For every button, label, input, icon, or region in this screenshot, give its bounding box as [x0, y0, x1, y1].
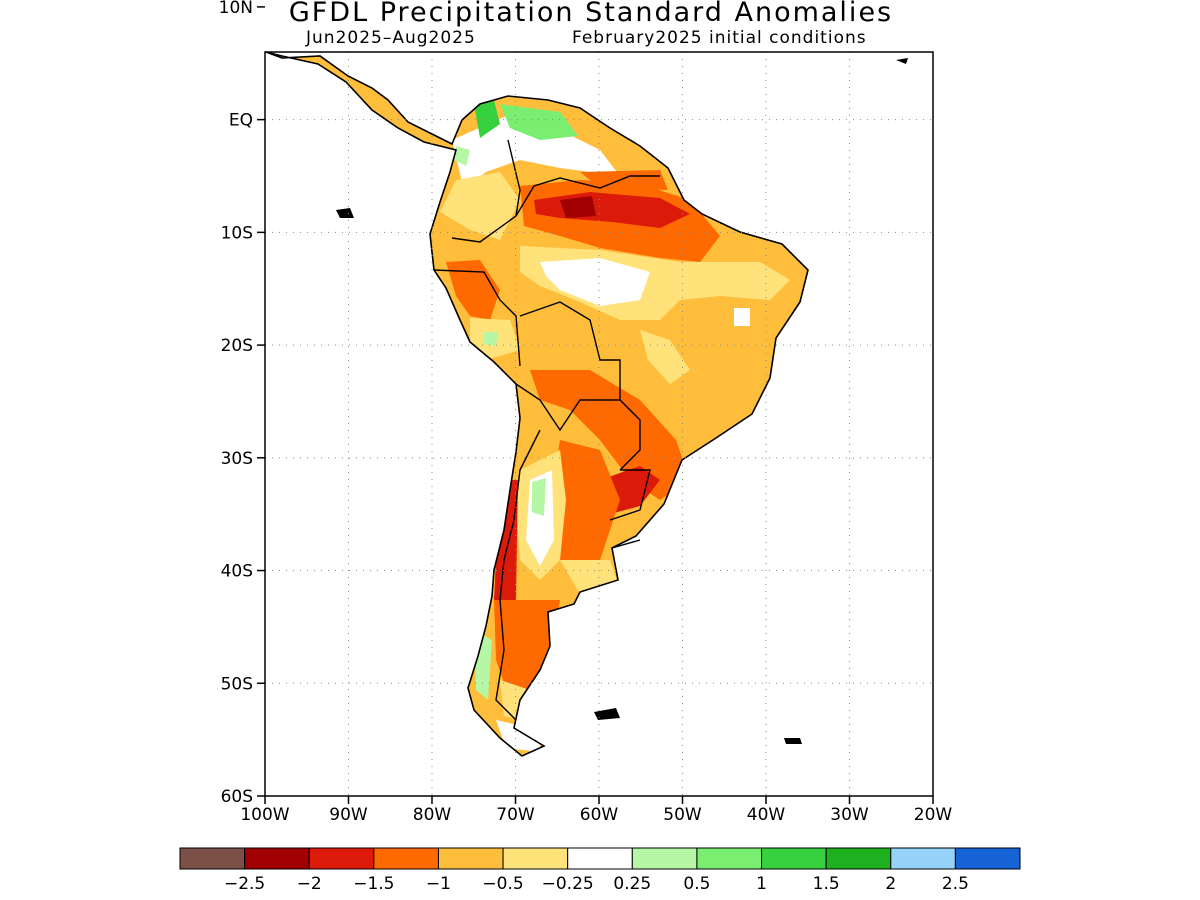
colorbar-swatch [373, 847, 439, 870]
colorbar-label: −1.5 [353, 874, 394, 894]
lat-tick-label: 10S [221, 223, 253, 243]
shading-green-peru [484, 332, 498, 346]
lon-tick-label: 30W [830, 805, 869, 825]
lat-tick-label: 20S [221, 336, 253, 356]
colorbar-label: 1 [756, 874, 767, 894]
lat-tick-label: 60S [221, 787, 253, 807]
shading-green-colombia [474, 100, 500, 138]
lon-tick-label: 60W [580, 805, 619, 825]
lat-tick-label: 10N [219, 0, 253, 18]
shading-orange-guianas [580, 170, 668, 190]
colorbar-swatch [954, 847, 1021, 870]
colorbar-label: −0.5 [482, 874, 523, 894]
shading-darkred-amazon [560, 196, 596, 218]
lat-tick-label: 30S [221, 449, 253, 469]
colorbar-swatch [502, 847, 569, 870]
lat-tick-label: 50S [221, 674, 253, 694]
islands [336, 58, 908, 744]
lat-tick-label: EQ [229, 111, 253, 131]
shading-green-andes [532, 478, 546, 516]
colorbar-label: −0.25 [542, 874, 594, 894]
forecast-period: Jun2025–Aug2025 [306, 28, 476, 48]
shading-green-spot [454, 146, 470, 166]
axis-ticks: 100W 90W 80W 70W 60W 50W 40W 30W 20W 10N EQ 10S 20S 3… [219, 0, 953, 825]
colorbar-legend: −2.5 −2 −1.5 −1 −0.5 −0.25 0.25 0.5 1 1.5 2 2.5 [179, 847, 1021, 894]
country-borders [433, 139, 660, 721]
colorbar-label: 2.5 [942, 874, 969, 894]
grid-lines [265, 52, 933, 796]
colorbar-swatch [567, 847, 633, 870]
coastline [265, 51, 809, 757]
colorbar-swatch [761, 847, 827, 870]
colorbar-label: −1 [426, 874, 451, 894]
shading-orange-patagonia [494, 600, 560, 700]
lon-tick-label: 40W [747, 805, 786, 825]
shading-green-venezuela [500, 104, 578, 140]
lon-tick-label: 70W [496, 805, 535, 825]
shading-orange-argentina-n [550, 440, 620, 580]
shading-orange-bolivia [530, 370, 690, 500]
lon-tick-label: 90W [329, 805, 368, 825]
colorbar-label: 1.5 [813, 874, 840, 894]
lon-tick-label: 80W [413, 805, 452, 825]
lon-tick-label: 50W [663, 805, 702, 825]
lon-tick-label: 100W [240, 805, 289, 825]
colorbar-swatch [696, 847, 763, 870]
colorbar-swatch [244, 847, 310, 870]
colorbar-swatch [631, 847, 698, 870]
colorbar-label: 0.5 [683, 874, 710, 894]
shading-white-spot-brazil [734, 308, 750, 326]
shading-white-central-brazil [540, 258, 650, 306]
initial-conditions-label: February2025 initial conditions [572, 28, 867, 48]
colorbar-swatch [308, 847, 375, 870]
lat-tick-label: 40S [221, 562, 253, 582]
colorbar-label: 2 [885, 874, 896, 894]
colorbar-label: 0.25 [613, 874, 651, 894]
colorbar-label: −2.5 [224, 874, 265, 894]
colorbar-swatch [890, 847, 956, 870]
colorbar-swatch [825, 847, 892, 870]
lon-tick-label: 20W [914, 805, 953, 825]
colorbar-swatch [179, 847, 246, 870]
colorbar-swatch [437, 847, 504, 870]
shading-pale-mato-grosso [640, 330, 690, 384]
shading-white-north [452, 110, 620, 190]
colorbar-label: −2 [297, 874, 322, 894]
map-title: GFDL Precipitation Standard Anomalies [288, 0, 894, 28]
shading-pale-yellow-colombia [440, 172, 520, 240]
